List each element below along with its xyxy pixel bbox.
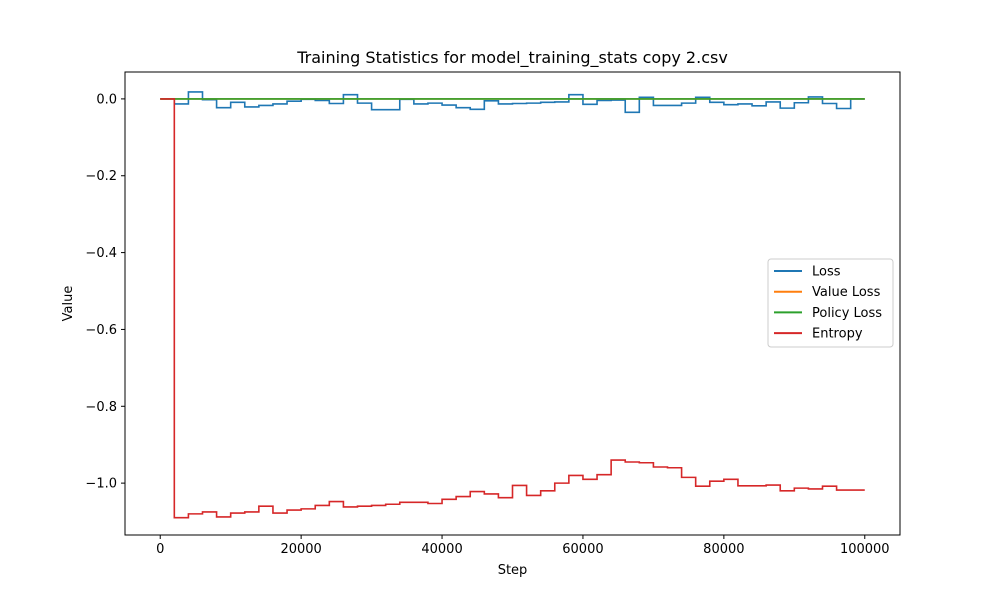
series-line-loss — [160, 91, 865, 114]
plot-area — [160, 91, 865, 519]
y-tick-label: −0.6 — [85, 323, 117, 338]
x-tick-label: 60000 — [562, 542, 603, 557]
legend-label-entropy: Entropy — [812, 327, 863, 342]
x-tick-label: 100000 — [840, 542, 890, 557]
x-tick-label: 0 — [156, 542, 164, 557]
chart-title: Training Statistics for model_training_s… — [296, 48, 728, 68]
x-axis-label: Step — [498, 563, 528, 578]
y-tick-label: −0.4 — [85, 246, 117, 261]
legend-box — [767, 258, 894, 348]
y-tick-label: −0.8 — [85, 400, 117, 415]
x-axis: 0 20000 40000 60000 80000 100000 — [156, 535, 890, 557]
plot-frame — [124, 71, 901, 536]
x-tick-label: 40000 — [421, 542, 462, 557]
y-tick-label: −0.2 — [85, 169, 117, 184]
series-line-entropy — [160, 98, 865, 519]
y-axis: −1.0 −0.8 −0.6 −0.4 −0.2 0.0 — [85, 92, 125, 492]
legend: Loss Value Loss Policy Loss Entropy — [767, 258, 894, 348]
legend-label-loss: Loss — [812, 265, 841, 280]
x-tick-label: 80000 — [703, 542, 744, 557]
legend-label-value-loss: Value Loss — [812, 285, 881, 300]
legend-label-policy-loss: Policy Loss — [812, 306, 882, 321]
y-axis-label: Value — [61, 286, 76, 322]
y-tick-label: −1.0 — [85, 477, 117, 492]
x-tick-label: 20000 — [280, 542, 321, 557]
y-tick-label: 0.0 — [96, 92, 117, 107]
